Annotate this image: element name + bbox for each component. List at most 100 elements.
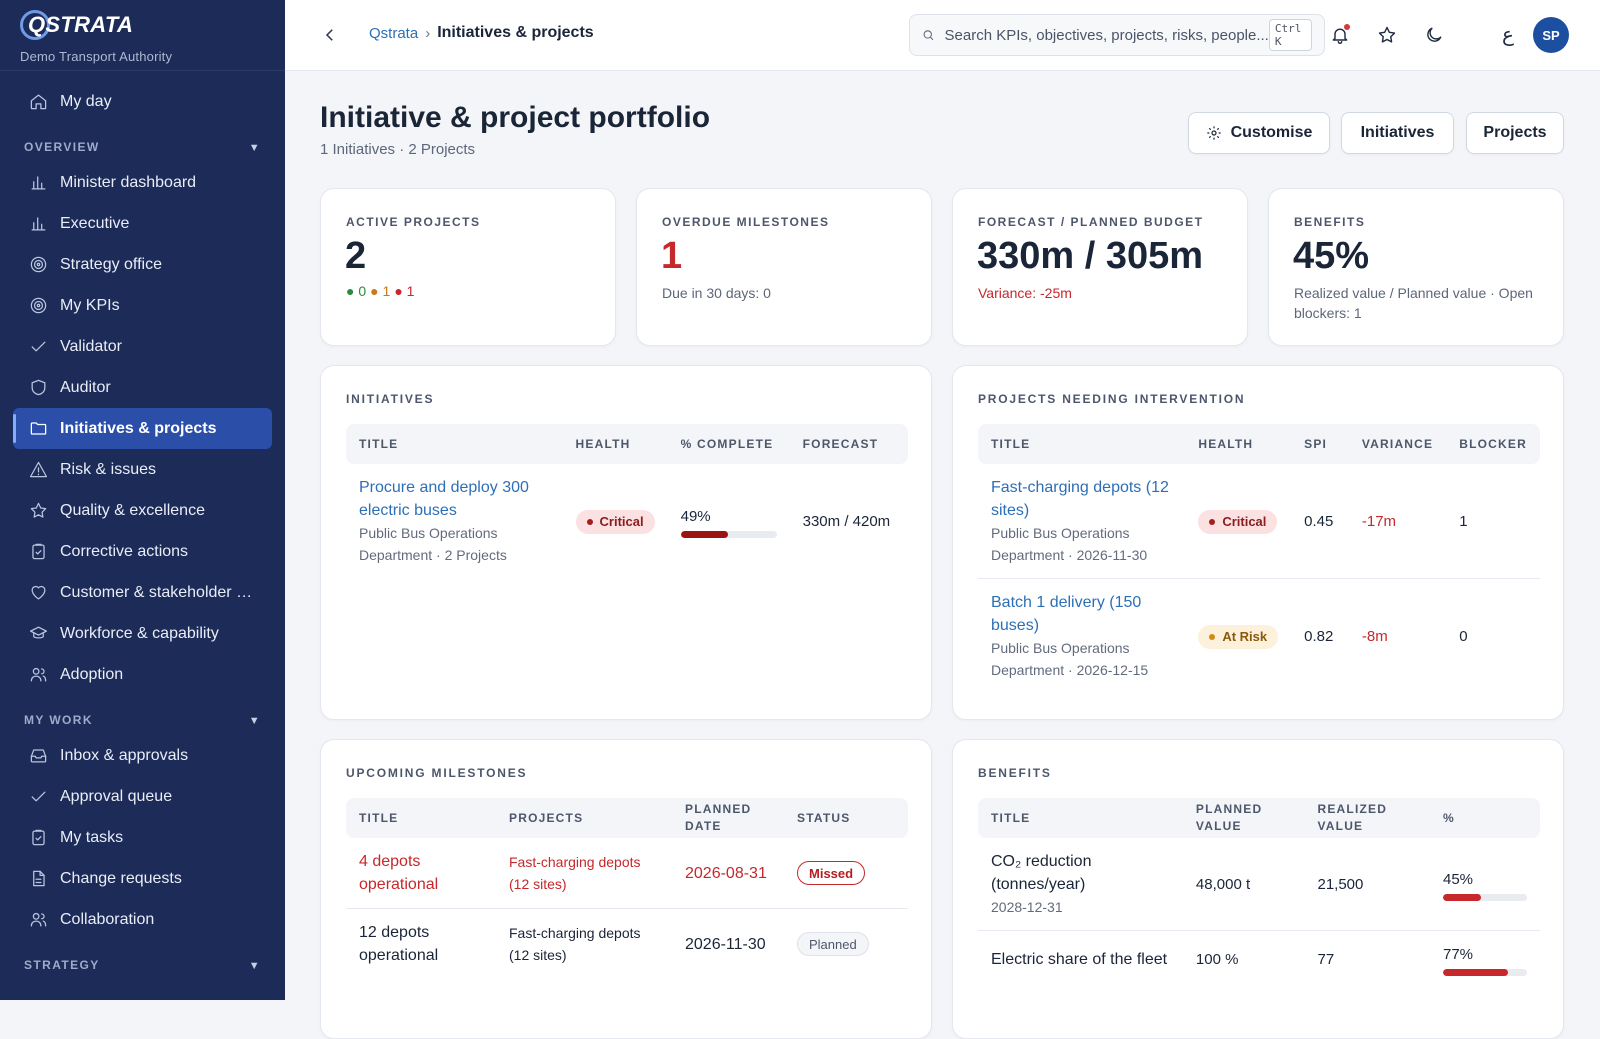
sidebar-item-workforce-capability[interactable]: Workforce & capability xyxy=(0,613,285,654)
sidebar-section-strategy[interactable]: STRATEGY▼ xyxy=(0,940,285,980)
sidebar-item-auditor[interactable]: Auditor xyxy=(0,367,285,408)
column-header[interactable]: HEALTH xyxy=(563,424,668,464)
topbar: Qstrata › Initiatives & projects Search … xyxy=(285,0,1600,71)
logo[interactable]: QSTRATA xyxy=(20,8,265,42)
kpi-value: 2 xyxy=(345,235,366,278)
column-header[interactable]: TITLE xyxy=(346,798,496,838)
initiatives-button[interactable]: Initiatives xyxy=(1341,112,1454,154)
column-header[interactable]: PLANNED DATE xyxy=(672,798,784,838)
project-link[interactable]: Batch 1 delivery (150 buses) xyxy=(991,591,1172,637)
sidebar-item-customer-stakeholder-e[interactable]: Customer & stakeholder e... xyxy=(0,572,285,613)
language-toggle[interactable]: ع xyxy=(1502,22,1514,47)
page-title: Initiative & project portfolio xyxy=(320,101,710,135)
theme-toggle-button[interactable] xyxy=(1423,24,1445,46)
table-row[interactable]: Batch 1 delivery (150 buses)Public Bus O… xyxy=(978,579,1540,694)
column-header[interactable]: BLOCKER xyxy=(1446,424,1540,464)
sidebar-item-approval-queue[interactable]: Approval queue xyxy=(0,776,285,817)
kpi-label: BENEFITS xyxy=(1294,215,1365,229)
milestone-project[interactable]: Fast-charging depots (12 sites) xyxy=(496,838,672,909)
sidebar-item-quality-excellence[interactable]: Quality & excellence xyxy=(0,490,285,531)
table-row[interactable]: Fast-charging depots (12 sites)Public Bu… xyxy=(978,464,1540,579)
graduation-cap-icon xyxy=(28,624,48,644)
sidebar-item-my-day[interactable]: My day xyxy=(0,81,285,122)
milestone-project[interactable]: Fast-charging depots (12 sites) xyxy=(496,909,672,980)
sidebar-item-inbox-approvals[interactable]: Inbox & approvals xyxy=(0,735,285,776)
column-header[interactable]: SPI xyxy=(1291,424,1349,464)
sidebar-item-change-requests[interactable]: Change requests xyxy=(0,858,285,899)
kpi-note: Due in 30 days: 0 xyxy=(662,283,905,303)
planned-date: 2026-08-31 xyxy=(672,838,784,909)
project-link[interactable]: Fast-charging depots (12 sites) xyxy=(991,476,1172,522)
breadcrumb-root-link[interactable]: Qstrata xyxy=(369,25,418,42)
column-header[interactable]: HEALTH xyxy=(1185,424,1291,464)
initiative-link[interactable]: Procure and deploy 300 electric buses xyxy=(359,476,550,522)
favorites-button[interactable] xyxy=(1376,24,1398,46)
sidebar-item-label: Adoption xyxy=(60,666,123,684)
sidebar-item-executive[interactable]: Executive xyxy=(0,203,285,244)
check-icon xyxy=(28,787,48,807)
sidebar-item-corrective-actions[interactable]: Corrective actions xyxy=(0,531,285,572)
sidebar-item-collaboration[interactable]: Collaboration xyxy=(0,899,285,940)
sidebar-section-title: STRATEGY xyxy=(24,958,100,972)
sidebar-nav: My day OVERVIEW▼ Minister dashboard Executi… xyxy=(0,71,285,980)
warning-icon xyxy=(28,460,48,480)
column-header[interactable]: % xyxy=(1430,798,1540,838)
column-header[interactable]: TITLE xyxy=(978,424,1185,464)
milestone-title[interactable]: 4 depots operational xyxy=(346,838,496,909)
realized-value: 77 xyxy=(1304,931,1430,989)
column-header[interactable]: TITLE xyxy=(978,798,1183,838)
status-dot xyxy=(587,519,593,525)
sidebar-item-label: Minister dashboard xyxy=(60,174,196,192)
column-header[interactable]: PLANNED VALUE xyxy=(1183,798,1305,838)
back-button[interactable] xyxy=(321,26,339,44)
users-icon xyxy=(28,910,48,930)
column-header[interactable]: TITLE xyxy=(346,424,563,464)
sidebar-item-my-kpis[interactable]: My KPIs xyxy=(0,285,285,326)
home-icon xyxy=(28,92,48,112)
customise-button[interactable]: Customise xyxy=(1188,112,1330,154)
kpi-label: OVERDUE MILESTONES xyxy=(662,215,829,229)
sidebar-item-risk-issues[interactable]: Risk & issues xyxy=(0,449,285,490)
column-header[interactable]: REALIZED VALUE xyxy=(1304,798,1430,838)
column-header[interactable]: % COMPLETE xyxy=(668,424,790,464)
notifications-button[interactable] xyxy=(1329,24,1351,46)
sidebar-item-initiatives-projects[interactable]: Initiatives & projects xyxy=(13,408,272,449)
sidebar-item-my-tasks[interactable]: My tasks xyxy=(0,817,285,858)
kpi-value: 330m / 305m xyxy=(977,235,1203,278)
milestone-title[interactable]: 12 depots operational xyxy=(346,909,496,980)
chevron-down-icon: ▼ xyxy=(249,142,261,154)
column-header[interactable]: FORECAST xyxy=(790,424,908,464)
sidebar-section-overview[interactable]: OVERVIEW▼ xyxy=(0,122,285,162)
sidebar-item-adoption[interactable]: Adoption xyxy=(0,654,285,695)
file-icon xyxy=(28,869,48,889)
projects-button[interactable]: Projects xyxy=(1466,112,1564,154)
health-breakdown: ● 0 ● 1 ● 1 xyxy=(346,283,414,299)
bar-chart-icon xyxy=(28,173,48,193)
sidebar-item-strategy-office[interactable]: Strategy office xyxy=(0,244,285,285)
sidebar-section-my-work[interactable]: MY WORK▼ xyxy=(0,695,285,735)
sidebar-item-label: Executive xyxy=(60,215,129,233)
column-header[interactable]: PROJECTS xyxy=(496,798,672,838)
benefit-date: 2028-12-31 xyxy=(991,896,1170,918)
sidebar-item-minister-dashboard[interactable]: Minister dashboard xyxy=(0,162,285,203)
progress-bar xyxy=(681,531,777,538)
column-header[interactable]: VARIANCE xyxy=(1349,424,1446,464)
sidebar-item-validator[interactable]: Validator xyxy=(0,326,285,367)
benefit-percent: 77% xyxy=(1443,943,1527,966)
user-avatar[interactable]: SP xyxy=(1533,17,1569,53)
main-content: Initiative & project portfolio 1 Initiat… xyxy=(285,71,1600,1000)
global-search[interactable]: Search KPIs, objectives, projects, risks… xyxy=(909,14,1325,56)
sidebar-item-label: My day xyxy=(60,93,112,111)
column-header[interactable]: STATUS xyxy=(784,798,908,838)
search-input[interactable]: Search KPIs, objectives, projects, risks… xyxy=(945,27,1269,44)
percent-complete: 49% xyxy=(681,505,777,528)
